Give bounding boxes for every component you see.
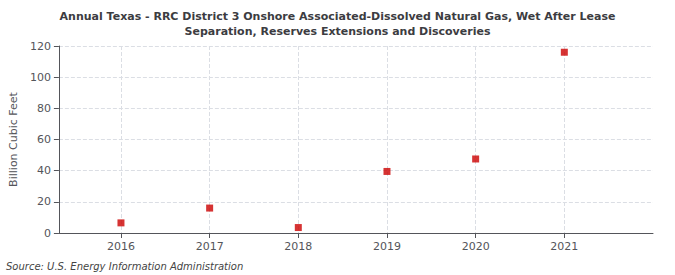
svg-text:40: 40 — [37, 164, 51, 177]
svg-text:2017: 2017 — [196, 240, 224, 253]
svg-text:2020: 2020 — [462, 240, 490, 253]
svg-text:Billion Cubic Feet: Billion Cubic Feet — [7, 91, 20, 186]
svg-text:Annual Texas - RRC District 3: Annual Texas - RRC District 3 Onshore As… — [60, 10, 616, 23]
svg-text:Separation, Reserves Extension: Separation, Reserves Extensions and Disc… — [185, 25, 491, 38]
svg-text:120: 120 — [30, 40, 51, 53]
svg-text:100: 100 — [30, 71, 51, 84]
svg-text:2018: 2018 — [284, 240, 312, 253]
svg-text:2021: 2021 — [550, 240, 578, 253]
svg-text:60: 60 — [37, 133, 51, 146]
svg-text:Source: U.S. Energy Informatio: Source: U.S. Energy Information Administ… — [6, 261, 243, 272]
svg-text:2016: 2016 — [107, 240, 135, 253]
svg-text:2019: 2019 — [373, 240, 401, 253]
svg-text:80: 80 — [37, 102, 51, 115]
svg-text:0: 0 — [44, 227, 51, 240]
svg-text:20: 20 — [37, 195, 51, 208]
